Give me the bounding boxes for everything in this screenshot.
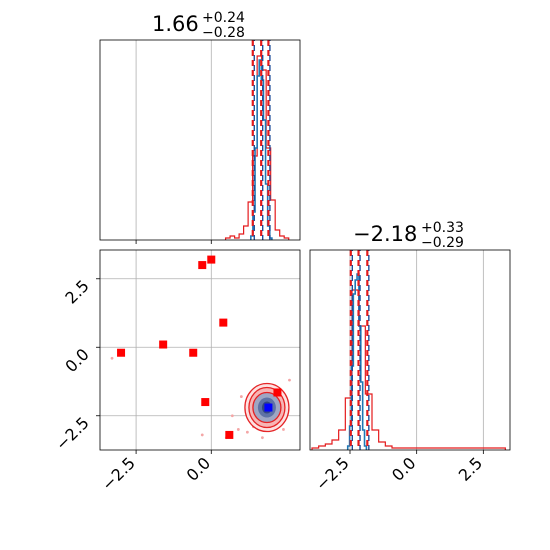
panel2-faint-sample-6 [288,378,291,382]
panel2-xtick-label-0: −2.5 [98,453,139,494]
panel1-frame [99,39,301,241]
panel3-frame [309,249,511,451]
panel3-xtick-label-2: 2.5 [455,453,486,484]
panel2-faint-sample-11 [110,356,114,360]
panel2-marker-1 [159,340,168,349]
panel2-faint-sample-12 [230,414,234,418]
panel1-title-plus: +0.24 [202,10,245,26]
panel2-marker-3 [198,261,207,270]
panel2-marker-6 [201,398,210,407]
panel2-true-point [264,403,273,412]
panel2-marker-5 [219,318,228,327]
panel2-faint-sample-2 [236,428,240,431]
panel2-faint-sample-10 [282,428,285,431]
panel3-xtick-label-0: −2.5 [312,453,353,494]
panel3-xtick-label-1: 0.0 [388,453,419,484]
panel3-hist-red [311,289,506,450]
panel2-marker-7 [225,430,234,439]
panel1-title-minus: −0.28 [202,25,245,41]
panel2-faint-sample-9 [261,436,264,440]
panel2-ytick-label-1: 0.0 [61,345,92,376]
panel2-marker-8 [273,388,282,397]
panel3-title-minus: −0.29 [421,235,464,251]
panel2-frame [99,249,301,451]
panel2-ytick-label-2: −2.5 [52,413,93,454]
panel2-xtick-label-1: 0.0 [183,453,214,484]
panel1-title-value: 1.66 [152,12,199,36]
panel3-title: −2.18 +0.33 −0.29 [353,220,464,251]
panel2-faint-sample-0 [245,430,249,434]
panel2-faint-sample-8 [200,433,204,437]
panel3-title-plus: +0.33 [421,220,464,236]
panel2-marker-2 [189,348,198,357]
panel2-faint-sample-5 [239,395,243,398]
panel1-title: 1.66 +0.24 −0.28 [152,10,245,41]
panel2-marker-0 [117,348,126,357]
panel2-marker-4 [207,255,216,264]
panel2-ytick-label-0: 2.5 [61,276,92,307]
panel3-title-value: −2.18 [353,222,417,246]
